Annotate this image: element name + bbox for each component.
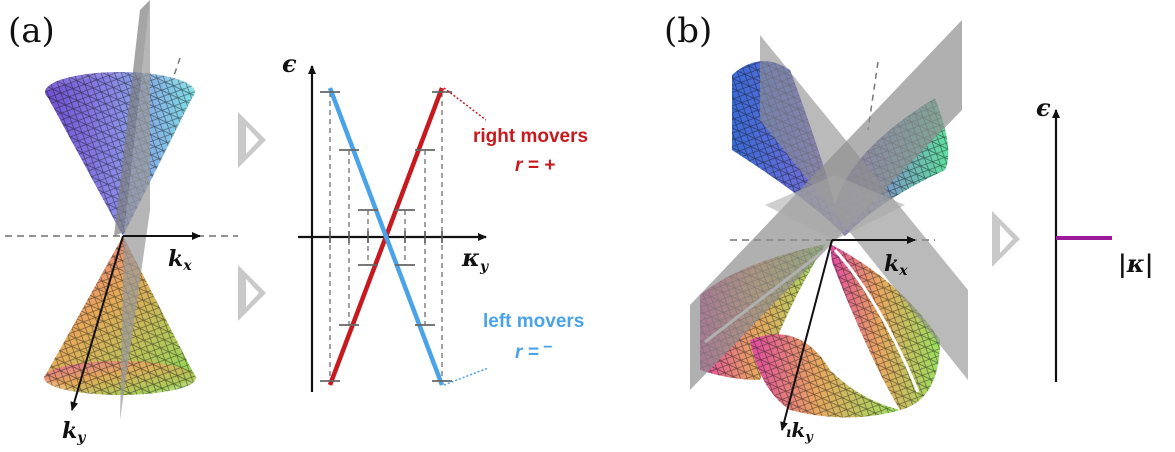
kappa-y-label: κy (461, 243, 489, 275)
ky-arrow (70, 235, 124, 411)
right-movers-pointer (443, 87, 487, 121)
triangle-chevron-right-icon (992, 211, 1020, 267)
iky-label: ıky (786, 418, 814, 445)
right-movers-sign: r = + (515, 155, 555, 176)
level-markers (320, 91, 452, 382)
left-movers-sign: r = − (515, 339, 552, 363)
spectrum-plot: ϵ |κ| (1036, 93, 1153, 382)
triangle-chevron-right-icon (238, 112, 266, 168)
panel-b-label: (b) (664, 11, 712, 51)
kx-label: kx (168, 246, 192, 274)
panel-a-label: (a) (8, 11, 55, 51)
asymptote-right (833, 248, 920, 393)
triangle-chevron-right-icon (238, 265, 266, 321)
iky-arrow (780, 239, 833, 431)
dispersion-plot: ϵ κy (282, 49, 588, 392)
left-movers-label: left movers (483, 311, 584, 332)
left-movers-pointer (443, 367, 489, 386)
kx-label-b: kx (884, 251, 908, 279)
left-movers-line (327, 87, 445, 386)
epsilon-label: ϵ (282, 49, 297, 78)
dirac-cone: kx ky (5, 0, 238, 446)
right-movers-label: right movers (473, 126, 588, 147)
kappa-abs-label: |κ| (1118, 249, 1153, 278)
hyperbolic-saddle: kx ıky (690, 20, 968, 445)
ky-label: ky (62, 418, 86, 446)
epsilon-label-b: ϵ (1036, 93, 1051, 122)
cutting-plane (120, 0, 150, 420)
axis-ticks (329, 231, 443, 243)
